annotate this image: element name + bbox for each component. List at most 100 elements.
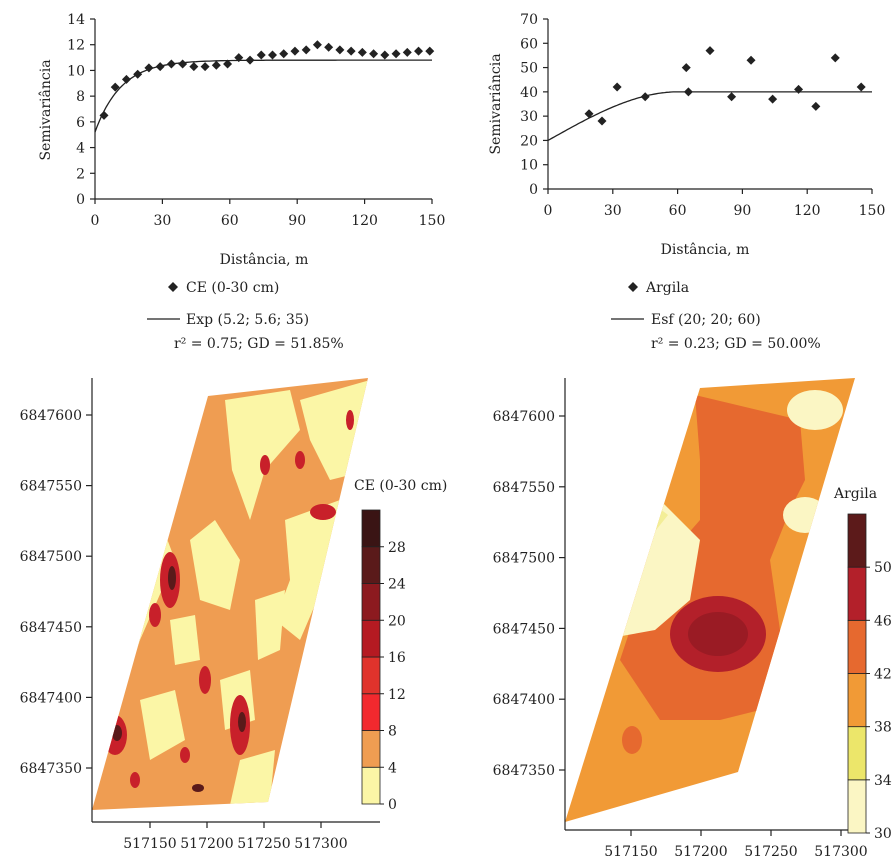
argila-xtick-label: 0 xyxy=(544,203,553,219)
argila-colorbar-label: 30 xyxy=(874,826,892,842)
ce-colorbar-swatch xyxy=(361,619,381,658)
ce-data-point xyxy=(290,46,300,56)
argila-data-point xyxy=(727,92,737,102)
ce-data-point xyxy=(425,46,435,56)
argila-data-point xyxy=(768,94,778,104)
ce-model-curve xyxy=(94,59,432,133)
argila-ytick-label: 60 xyxy=(520,36,538,52)
argila-legend-diamond-icon xyxy=(628,282,638,292)
ce-ytick-label: 2 xyxy=(76,166,85,182)
ce-data-point xyxy=(279,49,289,59)
argila-legend-series-label: Argila xyxy=(645,280,689,296)
ce-xtick-label: 0 xyxy=(91,213,100,229)
ce-colorbar-label: 20 xyxy=(388,613,406,629)
ce-colorbar-title: CE (0-30 cm) xyxy=(354,478,447,494)
ce-semivariogram-ylabel: Semivariância xyxy=(38,59,54,160)
argila-colorbar-swatch xyxy=(847,619,867,674)
ce-data-point xyxy=(312,40,322,50)
argila-map-xtick-label: 517300 xyxy=(814,844,867,857)
ce-data-point xyxy=(189,62,199,72)
argila-data-point xyxy=(856,82,866,92)
ce-map-xtick-label: 517250 xyxy=(237,836,290,852)
argila-map-xtick-label: 517200 xyxy=(674,844,727,857)
argila-map-ytick-label: 6847450 xyxy=(493,621,555,637)
ce-data-point xyxy=(335,45,345,55)
ce-data-point xyxy=(369,49,379,59)
argila-ytick-label: 50 xyxy=(520,61,538,77)
ce-ytick-label: 12 xyxy=(67,38,85,54)
ce-legend-series-label: CE (0-30 cm) xyxy=(186,280,279,296)
ce-data-point xyxy=(391,49,401,59)
ce-ytick-label: 4 xyxy=(76,141,85,157)
ce-map-ytick-label: 6847350 xyxy=(20,761,82,777)
ce-colorbar-label: 16 xyxy=(388,650,406,666)
ce-data-point xyxy=(357,47,367,57)
ce-colorbar-swatch xyxy=(361,766,381,805)
ce-map: 6847350 6847400 6847450 6847500 6847550 68476… xyxy=(20,378,447,852)
ce-map-ytick-label: 6847600 xyxy=(20,408,82,424)
argila-ytick-label: 0 xyxy=(529,182,538,198)
ce-ytick-label: 8 xyxy=(76,89,85,105)
argila-data-point xyxy=(794,84,804,94)
argila-data-point xyxy=(683,87,693,97)
argila-data-point xyxy=(811,101,821,111)
ce-ytick-label: 10 xyxy=(67,63,85,79)
argila-data-point xyxy=(612,82,622,92)
argila-data-point xyxy=(681,63,691,73)
ce-colorbar-label: 28 xyxy=(388,540,406,556)
ce-colorbar-swatch xyxy=(361,693,381,731)
ce-data-point xyxy=(121,74,131,84)
argila-ytick-label: 20 xyxy=(520,133,538,149)
argila-colorbar-label: 38 xyxy=(874,720,892,736)
argila-map: 6847350 6847400 6847450 6847500 6847550 68476… xyxy=(493,378,892,860)
ce-data-point xyxy=(99,110,109,120)
argila-data-point xyxy=(830,53,840,63)
argila-xtick-label: 30 xyxy=(604,203,622,219)
ce-colorbar-label: 4 xyxy=(388,760,397,776)
ce-data-point xyxy=(301,45,311,55)
argila-ytick-label: 70 xyxy=(520,12,538,28)
ce-map-xtick-label: 517300 xyxy=(294,836,347,852)
argila-data-point xyxy=(597,116,607,126)
ce-xtick-label: 30 xyxy=(153,213,171,229)
ce-data-point xyxy=(267,50,277,60)
argila-model-curve xyxy=(547,91,872,141)
ce-colorbar-swatch xyxy=(361,546,381,584)
ce-data-point xyxy=(245,55,255,65)
argila-map-ytick-label: 6847500 xyxy=(493,551,555,567)
ce-data-point xyxy=(346,46,356,56)
argila-xtick-label: 60 xyxy=(669,203,687,219)
ce-legend-stats: r² = 0.75; GD = 51.85% xyxy=(174,336,344,352)
ce-data-point xyxy=(155,62,165,72)
argila-legend-stats: r² = 0.23; GD = 50.00% xyxy=(651,336,821,352)
argila-map-ytick-label: 6847550 xyxy=(493,480,555,496)
argila-colorbar-swatch xyxy=(847,779,867,834)
argila-data-point xyxy=(640,92,650,102)
ce-map-ytick-label: 6847500 xyxy=(20,549,82,565)
ce-map-ytick-label: 6847550 xyxy=(20,479,82,495)
ce-data-point xyxy=(178,59,188,69)
argila-map-ytick-label: 6847350 xyxy=(493,763,555,779)
argila-ytick-label: 30 xyxy=(520,109,538,125)
argila-colorbar-swatch xyxy=(847,566,867,621)
ce-semivariogram-xlabel: Distância, m xyxy=(220,252,309,268)
ce-colorbar-swatch xyxy=(361,656,381,695)
ce-semivariogram: 0 2 4 6 8 10 12 14 0 30 60 90 120 150 Semivariância D… xyxy=(38,12,445,352)
argila-colorbar-label: 46 xyxy=(874,613,892,629)
ce-colorbar-swatch xyxy=(361,583,381,621)
argila-semivariogram: 0 10 20 30 40 50 60 70 0 30 60 90 120 150 Semivariânc… xyxy=(488,12,885,352)
ce-ytick-label: 14 xyxy=(67,12,85,28)
ce-xtick-label: 60 xyxy=(221,213,239,229)
ce-data-point xyxy=(211,60,221,70)
ce-data-point xyxy=(223,59,233,69)
ce-data-point xyxy=(166,59,176,69)
argila-colorbar-swatch xyxy=(847,673,867,728)
ce-map-ytick-label: 6847450 xyxy=(20,620,82,636)
ce-legend-diamond-icon xyxy=(168,282,178,292)
ce-colorbar-swatch xyxy=(361,509,381,548)
ce-xtick-label: 150 xyxy=(419,213,446,229)
argila-ytick-label: 40 xyxy=(520,85,538,101)
ce-colorbar-label: 8 xyxy=(388,724,397,740)
ce-data-point xyxy=(144,63,154,73)
